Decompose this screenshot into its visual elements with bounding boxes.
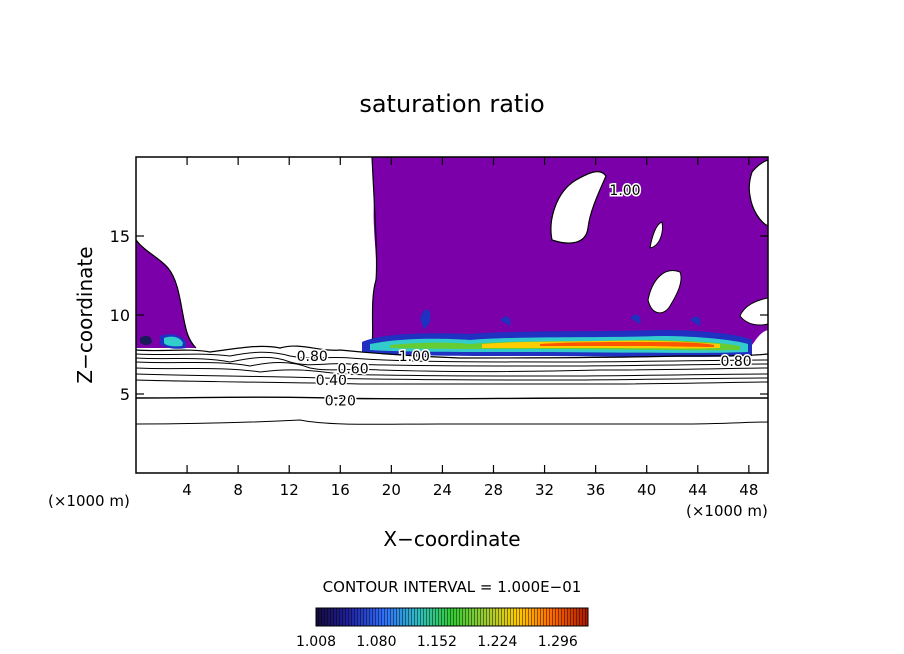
x-unit-left: (×1000 m) [48,492,130,510]
colorbar-tick-label: 1.008 [296,634,336,650]
x-tick-label: 36 [586,481,605,499]
y-axis: 5 10 15 [110,227,768,404]
x-tick-label: 48 [739,481,758,499]
contour-interval-label: CONTOUR INTERVAL = 1.000E−01 [323,578,582,596]
x-tick-label: 32 [535,481,554,499]
colorbar-tick-labels: 1.008 1.080 1.152 1.224 1.296 [296,634,578,650]
subsaturated-hole [739,297,768,326]
contour-label-group: 0.20 0.400.60 0.80 1.00 0.80 1.00 [295,182,753,411]
x-tick-label: 20 [382,481,401,499]
colorbar-tick-label: 1.296 [538,634,578,650]
x-tick-label: 28 [484,481,503,499]
contour-label: 0.60 [337,362,368,378]
x-tick-label: 4 [182,481,192,499]
contour-label: 0.80 [720,354,751,370]
subsaturated-hole [647,270,682,314]
contour-label: 1.00 [399,349,430,365]
y-tick-label: 15 [110,227,130,246]
contour-lines [136,345,768,425]
y-tick-label: 5 [120,385,130,404]
contour-label: 0.40 [316,373,347,389]
plot-area [136,157,768,473]
x-tick-label: 16 [331,481,350,499]
x-tick-label: 8 [233,481,243,499]
colorbar-tick-label: 1.080 [356,634,396,650]
x-tick-label: 12 [280,481,299,499]
y-tick-label: 10 [110,306,130,325]
x-tick-label: 40 [637,481,656,499]
saturation-region-left [136,240,196,348]
contour-label: 0.80 [297,349,328,365]
chart-title: saturation ratio [359,90,544,118]
colorbar-tick-label: 1.224 [477,634,517,650]
colorbar-tick-label: 1.152 [417,634,457,650]
subsaturated-hole [748,159,768,227]
x-unit-right: (×1000 m) [686,502,768,520]
contour-label: 0.20 [325,393,356,409]
y-axis-label: Z−coordinate [73,246,97,383]
x-axis-label: X−coordinate [383,527,520,551]
contour-label: 1.00 [609,183,640,199]
x-axis: 4 8 12 16 20 24 28 32 36 40 44 48 [182,157,758,499]
x-tick-label: 24 [433,481,452,499]
x-tick-label: 44 [688,481,707,499]
subsaturated-hole [550,171,607,244]
subsaturated-hole [649,221,663,249]
cloud-layer [140,309,752,357]
